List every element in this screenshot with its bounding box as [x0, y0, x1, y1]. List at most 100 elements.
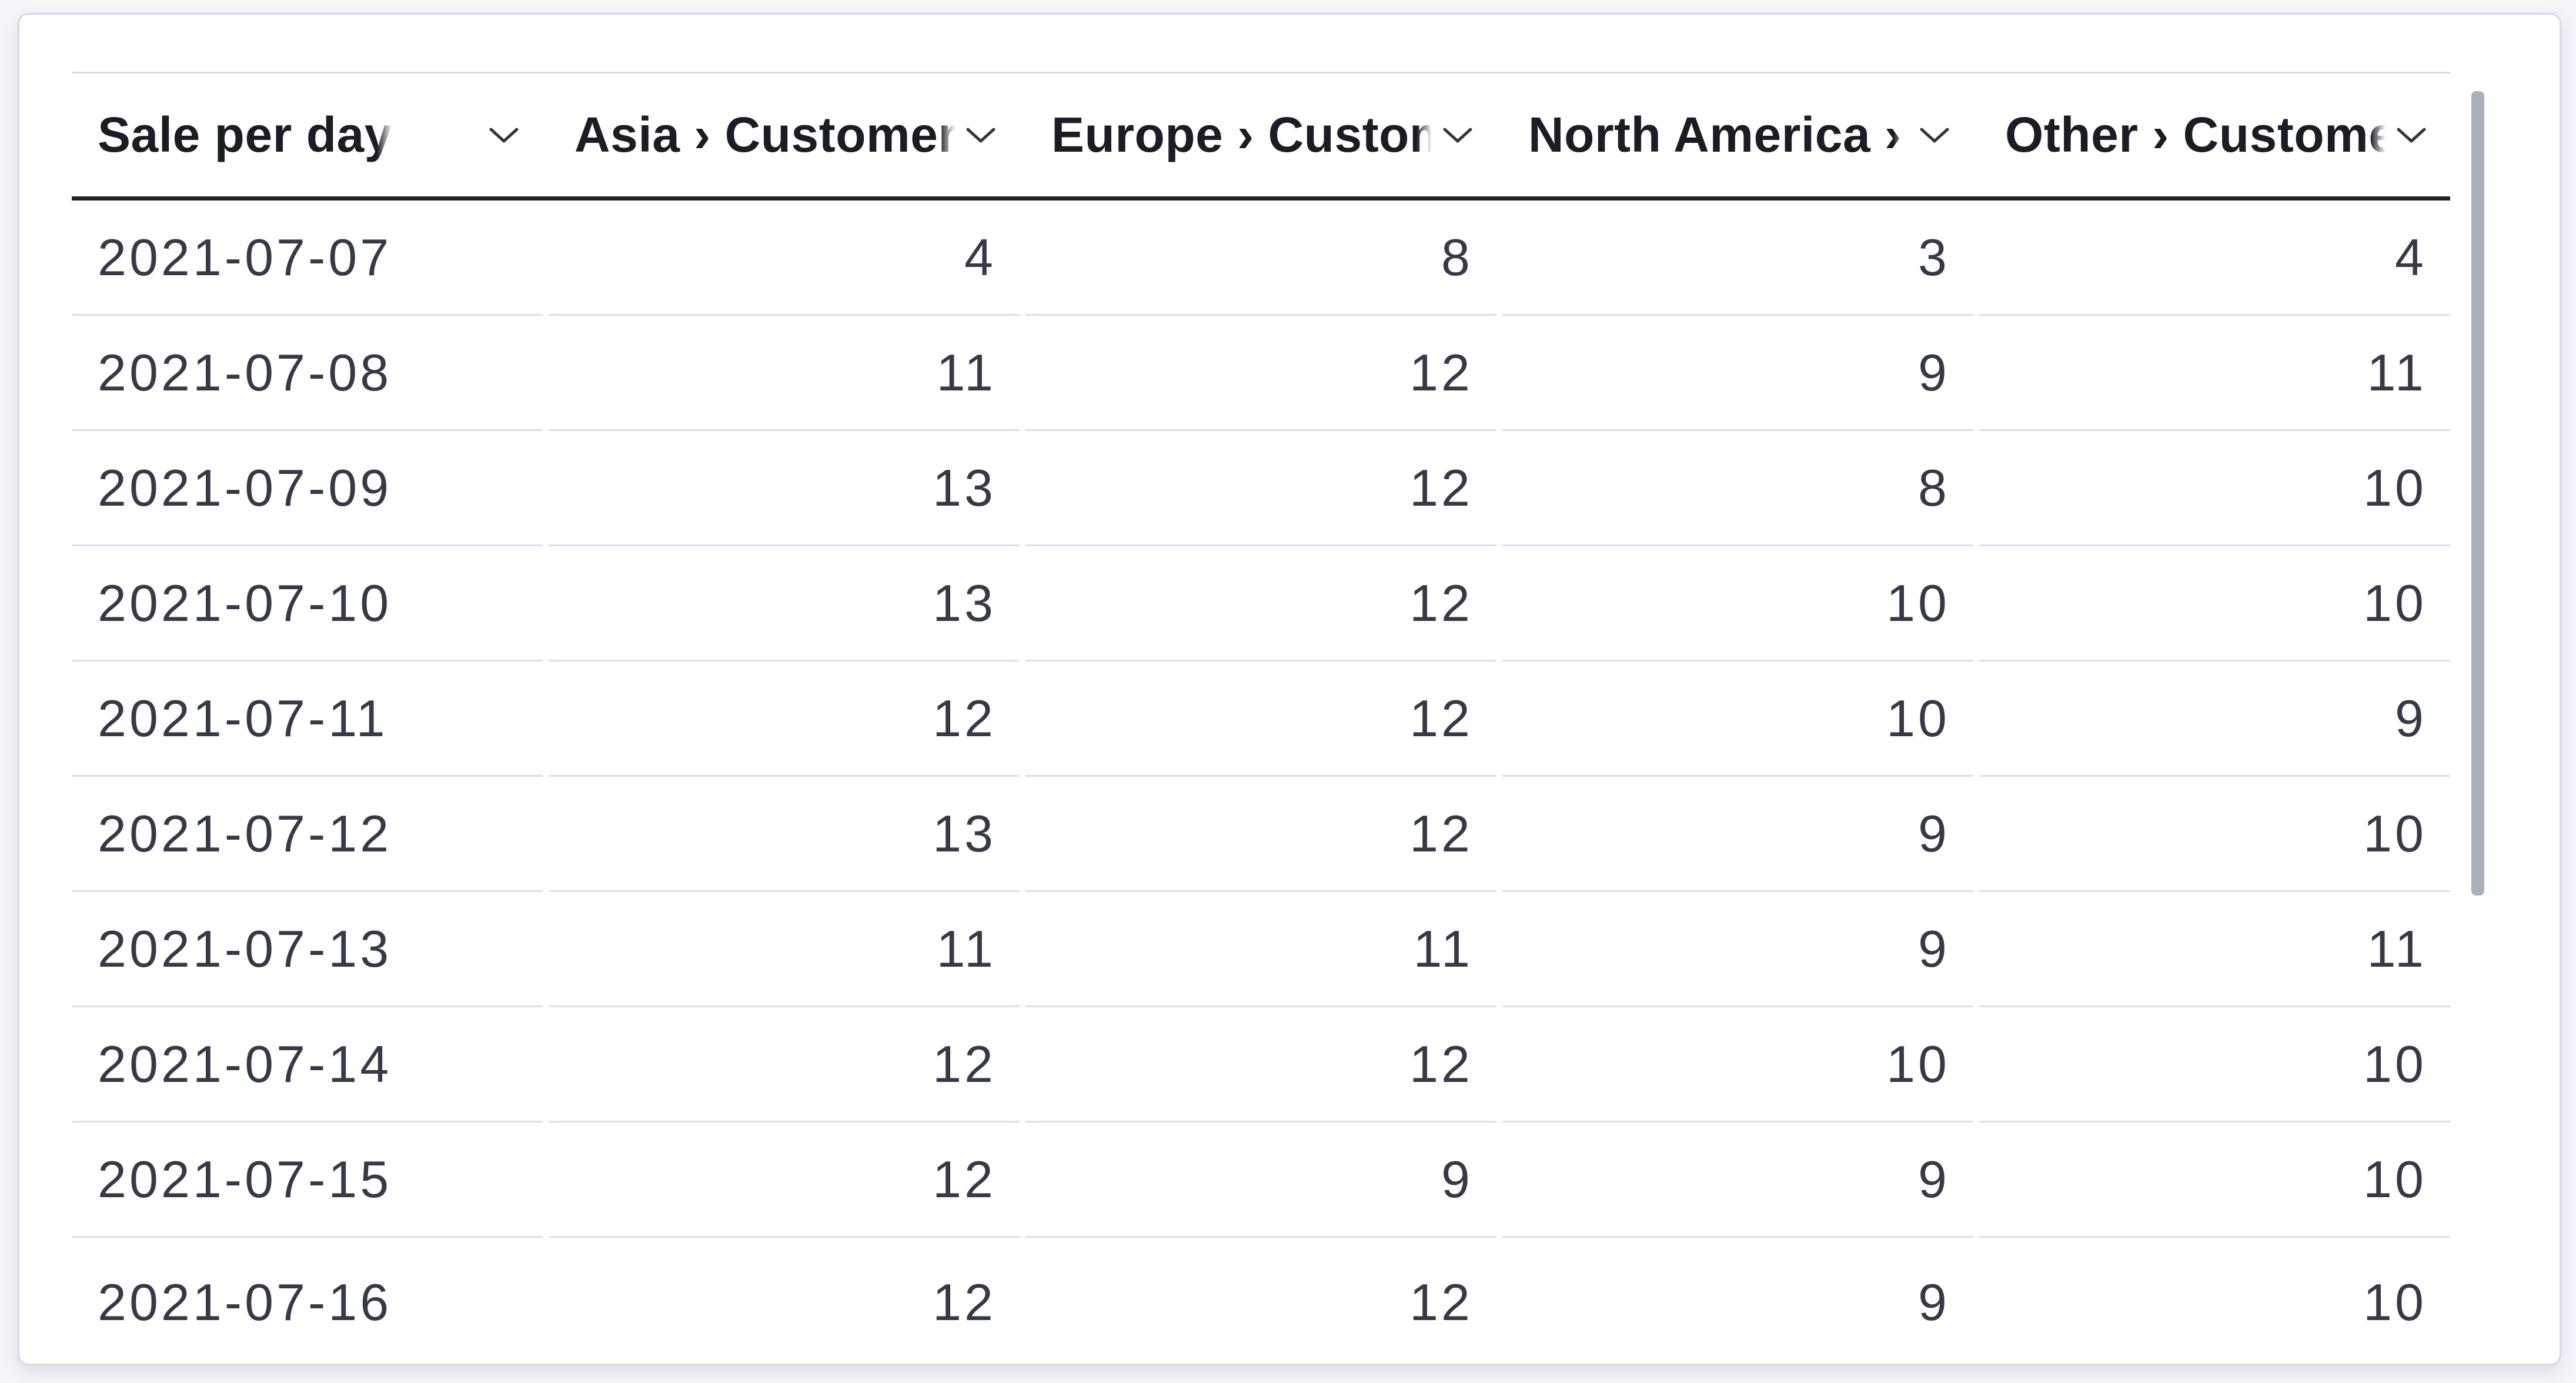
table-cell-north-america: 8 — [1502, 431, 1973, 546]
table-row: 2021-07-13 11 11 9 11 — [72, 892, 2450, 1007]
europe-value: 9 — [1441, 1150, 1473, 1208]
table-cell-asia: 13 — [549, 546, 1020, 662]
asia-value: 4 — [964, 228, 996, 286]
north-america-value: 9 — [1918, 804, 1950, 863]
table-cell-other: 10 — [1979, 546, 2450, 662]
asia-value: 12 — [933, 689, 996, 747]
north-america-value: 10 — [1886, 573, 1950, 632]
table-cell-europe: 11 — [1025, 892, 1496, 1007]
table-cell-date: 2021-07-07 — [72, 201, 543, 316]
table-cell-date: 2021-07-13 — [72, 892, 543, 1007]
europe-value: 11 — [1413, 919, 1473, 978]
table-cell-date: 2021-07-08 — [72, 316, 543, 431]
column-title: Europe › Customers — [1051, 107, 1432, 163]
column-title: Sale per day — [98, 107, 392, 163]
table-header-row: Sale per day Asia › Customers Europe › C… — [72, 72, 2450, 201]
europe-value: 12 — [1409, 573, 1473, 632]
date-value: 2021-07-09 — [98, 458, 392, 517]
asia-value: 11 — [936, 919, 996, 978]
table-cell-date: 2021-07-12 — [72, 777, 543, 892]
table-cell-europe: 12 — [1025, 546, 1496, 662]
column-header-europe-customers[interactable]: Europe › Customers — [1025, 74, 1496, 196]
table-cell-north-america: 9 — [1502, 777, 1973, 892]
vertical-scrollbar-thumb[interactable] — [2471, 91, 2484, 896]
chevron-down-icon[interactable] — [2396, 126, 2427, 144]
table-cell-europe: 12 — [1025, 777, 1496, 892]
europe-value: 12 — [1409, 1273, 1473, 1331]
table-row: 2021-07-09 13 12 8 10 — [72, 431, 2450, 546]
chevron-down-icon[interactable] — [1442, 126, 1473, 144]
table-cell-asia: 12 — [549, 1123, 1020, 1238]
table-cell-europe: 9 — [1025, 1123, 1496, 1238]
table-row: 2021-07-08 11 12 9 11 — [72, 316, 2450, 431]
europe-value: 12 — [1409, 458, 1473, 517]
other-value: 10 — [2363, 1150, 2427, 1208]
table-cell-other: 11 — [1979, 316, 2450, 431]
table-panel: Sale per day Asia › Customers Europe › C… — [18, 13, 2561, 1365]
date-value: 2021-07-14 — [98, 1034, 392, 1093]
north-america-value: 9 — [1918, 1273, 1950, 1331]
table-row: 2021-07-15 12 9 9 10 — [72, 1123, 2450, 1238]
column-header-asia-customers[interactable]: Asia › Customers — [549, 74, 1020, 196]
north-america-value: 9 — [1918, 919, 1950, 978]
table-cell-other: 10 — [1979, 1007, 2450, 1123]
north-america-value: 9 — [1918, 1150, 1950, 1208]
table-cell-date: 2021-07-10 — [72, 546, 543, 662]
table-cell-other: 10 — [1979, 431, 2450, 546]
table-cell-date: 2021-07-11 — [72, 662, 543, 777]
table-row: 2021-07-12 13 12 9 10 — [72, 777, 2450, 892]
table-cell-north-america: 3 — [1502, 201, 1973, 316]
table-row: 2021-07-07 4 8 3 4 — [72, 201, 2450, 316]
table-cell-asia: 12 — [549, 1007, 1020, 1123]
north-america-value: 10 — [1886, 1034, 1950, 1093]
table-cell-north-america: 10 — [1502, 1007, 1973, 1123]
column-title: Other › Customers — [2005, 107, 2385, 163]
table-row: 2021-07-11 12 12 10 9 — [72, 662, 2450, 777]
column-title: Asia › Customers — [574, 107, 955, 163]
table-cell-other: 9 — [1979, 662, 2450, 777]
chevron-down-icon[interactable] — [965, 126, 996, 144]
date-value: 2021-07-13 — [98, 919, 392, 978]
other-value: 11 — [2367, 343, 2427, 402]
north-america-value: 10 — [1886, 689, 1950, 747]
chevron-down-icon[interactable] — [489, 126, 519, 144]
date-value: 2021-07-15 — [98, 1150, 392, 1208]
table-cell-date: 2021-07-09 — [72, 431, 543, 546]
europe-value: 12 — [1409, 689, 1473, 747]
table-cell-europe: 12 — [1025, 1007, 1496, 1123]
other-value: 10 — [2363, 458, 2427, 517]
north-america-value: 9 — [1918, 343, 1950, 402]
column-title: North America › Customers — [1528, 107, 1909, 163]
chevron-down-icon[interactable] — [1919, 126, 1950, 144]
table-cell-other: 10 — [1979, 1238, 2450, 1364]
date-value: 2021-07-07 — [98, 228, 392, 286]
other-value: 10 — [2363, 1034, 2427, 1093]
data-grid: Sale per day Asia › Customers Europe › C… — [72, 72, 2450, 1364]
table-cell-north-america: 9 — [1502, 1238, 1973, 1364]
other-value: 9 — [2395, 689, 2427, 747]
column-header-north-america-customers[interactable]: North America › Customers — [1502, 74, 1973, 196]
table-cell-asia: 11 — [549, 892, 1020, 1007]
table-cell-north-america: 9 — [1502, 892, 1973, 1007]
other-value: 10 — [2363, 573, 2427, 632]
asia-value: 13 — [933, 573, 996, 632]
other-value: 11 — [2367, 919, 2427, 978]
europe-value: 8 — [1441, 228, 1473, 286]
asia-value: 13 — [933, 804, 996, 863]
table-cell-north-america: 9 — [1502, 316, 1973, 431]
north-america-value: 8 — [1918, 458, 1950, 517]
table-cell-europe: 8 — [1025, 201, 1496, 316]
date-value: 2021-07-08 — [98, 343, 392, 402]
table-cell-asia: 13 — [549, 431, 1020, 546]
column-header-other-customers[interactable]: Other › Customers — [1979, 74, 2450, 196]
date-value: 2021-07-11 — [98, 689, 388, 747]
table-row: 2021-07-16 12 12 9 10 — [72, 1238, 2450, 1364]
table-cell-other: 11 — [1979, 892, 2450, 1007]
asia-value: 13 — [933, 458, 996, 517]
north-america-value: 3 — [1918, 228, 1950, 286]
column-header-sale-per-day[interactable]: Sale per day — [72, 74, 543, 196]
table-body: 2021-07-07 4 8 3 4 2021-07-08 11 12 9 11… — [72, 201, 2450, 1364]
asia-value: 12 — [933, 1034, 996, 1093]
table-cell-north-america: 10 — [1502, 546, 1973, 662]
date-value: 2021-07-12 — [98, 804, 392, 863]
